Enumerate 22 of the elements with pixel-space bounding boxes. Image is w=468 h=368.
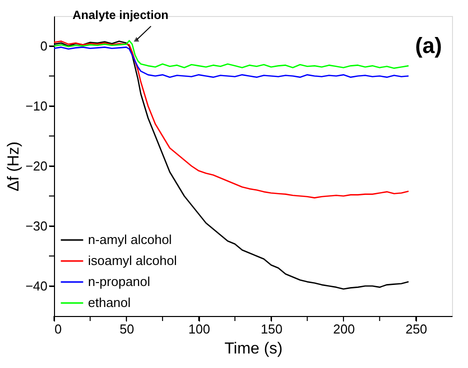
x-tick-label: 200 — [333, 322, 355, 336]
legend-label: n-amyl alcohol — [88, 232, 172, 247]
x-axis-title: Time (s) — [224, 340, 283, 358]
line-series — [53, 46, 410, 78]
legend-label: n-propanol — [88, 274, 150, 289]
y-tick-label: −20 — [25, 158, 48, 174]
y-tick-label: −10 — [25, 98, 48, 114]
y-tick-label: −40 — [25, 278, 48, 294]
legend-label: ethanol — [88, 295, 131, 310]
annotation: (a) — [415, 33, 442, 58]
legend-label: isoamyl alcohol — [88, 253, 177, 268]
y-tick-label: 0 — [40, 38, 48, 54]
annotation: Analyte injection — [72, 8, 169, 22]
x-tick-label: 100 — [188, 322, 210, 336]
line-series — [53, 40, 410, 69]
y-tick-label: −30 — [25, 218, 48, 234]
x-tick-label: 150 — [260, 322, 282, 336]
line-series — [53, 40, 410, 198]
x-tick-label: 0 — [54, 322, 62, 336]
x-tick-label: 250 — [405, 322, 428, 336]
x-tick-label: 50 — [120, 322, 134, 336]
y-axis-title: Δf (Hz) — [5, 142, 22, 192]
